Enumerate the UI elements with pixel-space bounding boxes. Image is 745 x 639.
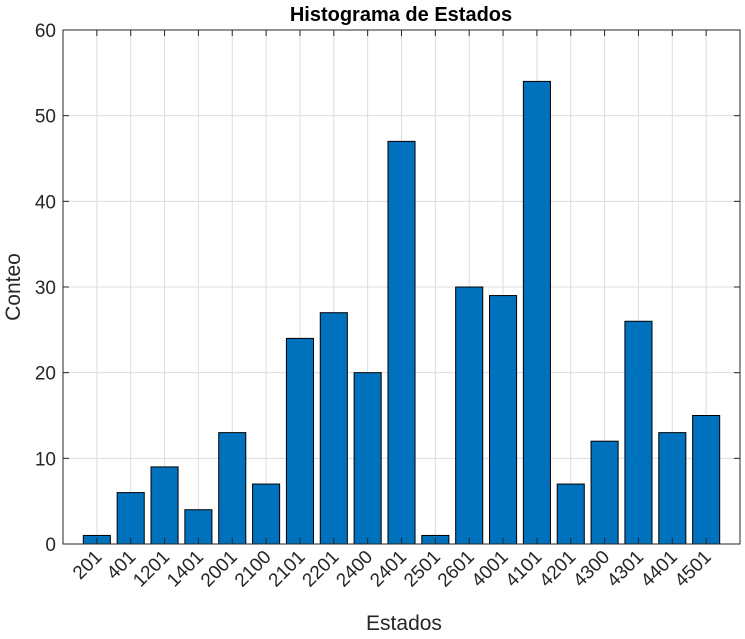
x-axis-label: Estados — [366, 612, 442, 634]
y-tick-label: 20 — [35, 364, 56, 385]
y-tick-label: 10 — [35, 449, 56, 470]
bar-2400 — [353, 372, 382, 545]
bar-2401 — [387, 140, 416, 545]
bar-401 — [116, 492, 145, 545]
bar-2101 — [285, 337, 314, 545]
bar-2001 — [218, 432, 247, 545]
bar-4301 — [624, 320, 653, 545]
y-ticks: 0 10 20 30 40 50 60 — [35, 21, 740, 556]
y-tick-label: 40 — [35, 192, 56, 213]
bar-4101 — [522, 80, 551, 545]
y-tick-label: 30 — [35, 278, 56, 299]
y-tick-label: 60 — [35, 21, 56, 42]
y-axis-label: Conteo — [2, 253, 25, 321]
bar-4501 — [692, 415, 721, 545]
bar-4300 — [590, 440, 619, 545]
bar-4201 — [556, 483, 585, 545]
bar-2100 — [252, 483, 281, 545]
bar-2201 — [319, 312, 348, 545]
y-tick-label: 0 — [45, 535, 56, 556]
bar-4401 — [658, 432, 687, 545]
chart-title: Histograma de Estados — [290, 4, 512, 26]
y-tick-label: 50 — [35, 107, 56, 128]
bar-1201 — [150, 466, 179, 545]
bar-4001 — [489, 295, 518, 545]
bar-2601 — [455, 286, 484, 545]
bars — [82, 80, 721, 545]
